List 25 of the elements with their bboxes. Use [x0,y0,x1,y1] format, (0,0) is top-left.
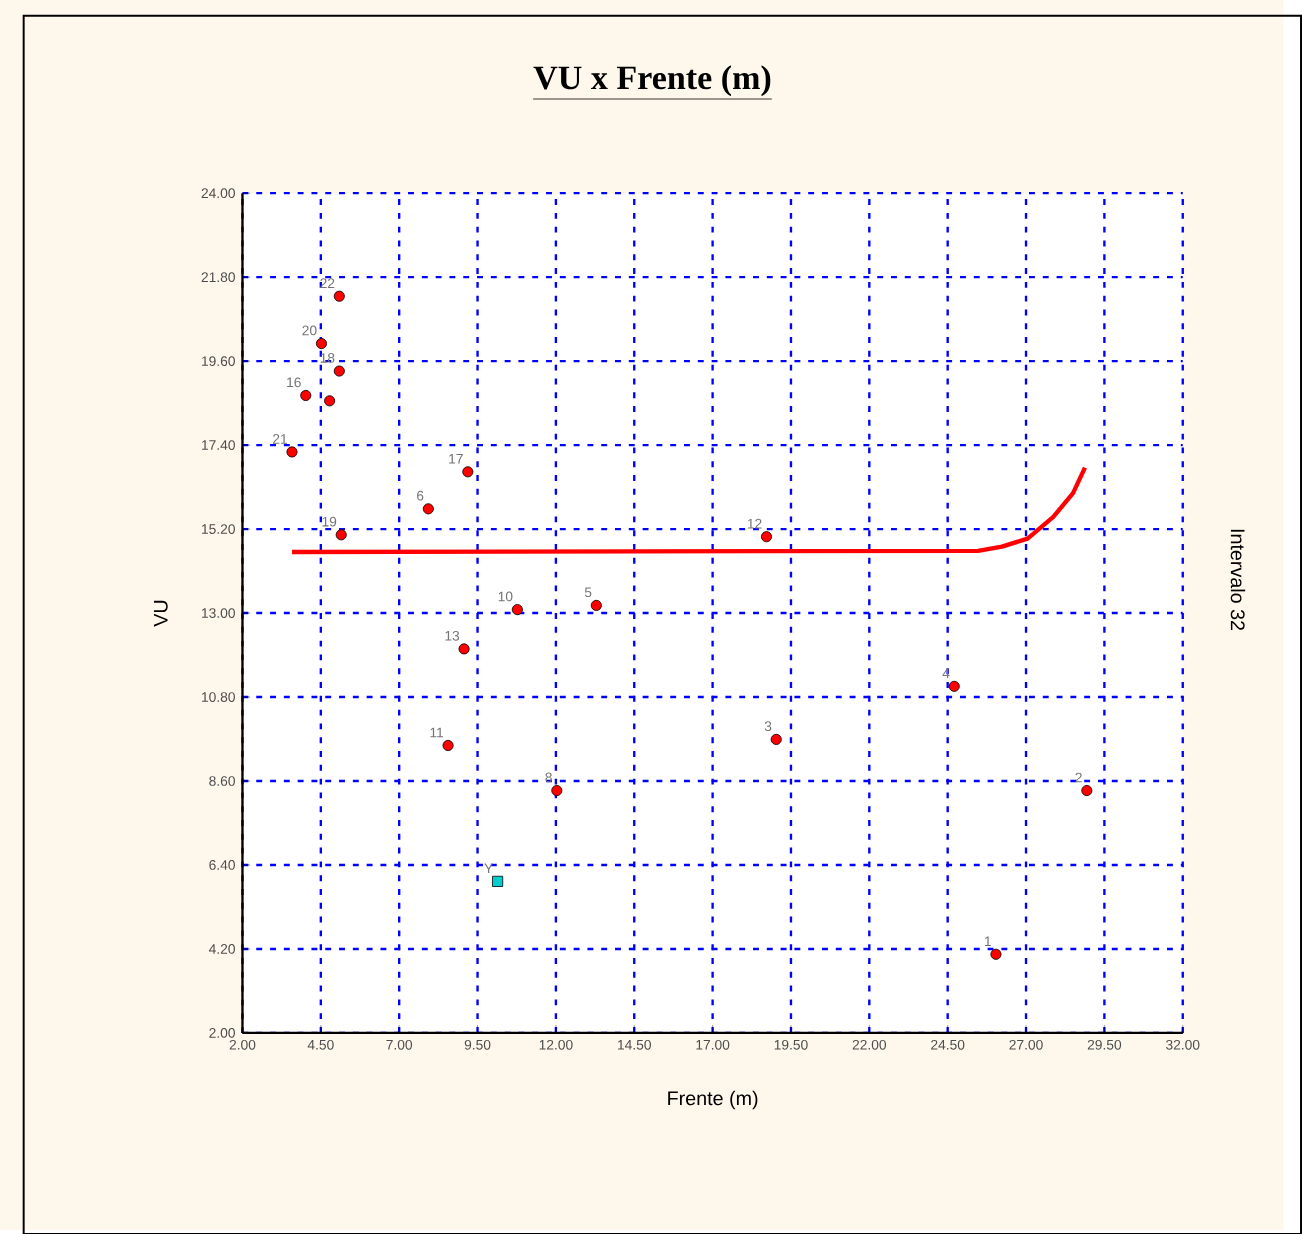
point [333,290,345,302]
point [333,365,345,377]
point [286,445,298,458]
point [551,784,563,796]
chart-title: VU x Frente (m) [533,64,771,96]
point [590,599,602,611]
point [462,465,474,477]
point [990,948,1002,960]
point [760,530,773,542]
point [511,603,523,615]
text: Intervalo 32 [1230,529,1246,630]
point [1081,784,1093,796]
point [315,337,327,349]
point [324,394,336,406]
point [458,642,470,654]
y-axis-title: VU [153,600,168,627]
point [770,733,782,745]
line-series [289,464,1088,554]
point [422,502,434,514]
point [442,739,454,751]
x-axis-title: Frente (m) [668,1090,758,1109]
point [300,389,312,401]
point [492,875,504,887]
point [335,528,347,540]
point [948,680,960,692]
